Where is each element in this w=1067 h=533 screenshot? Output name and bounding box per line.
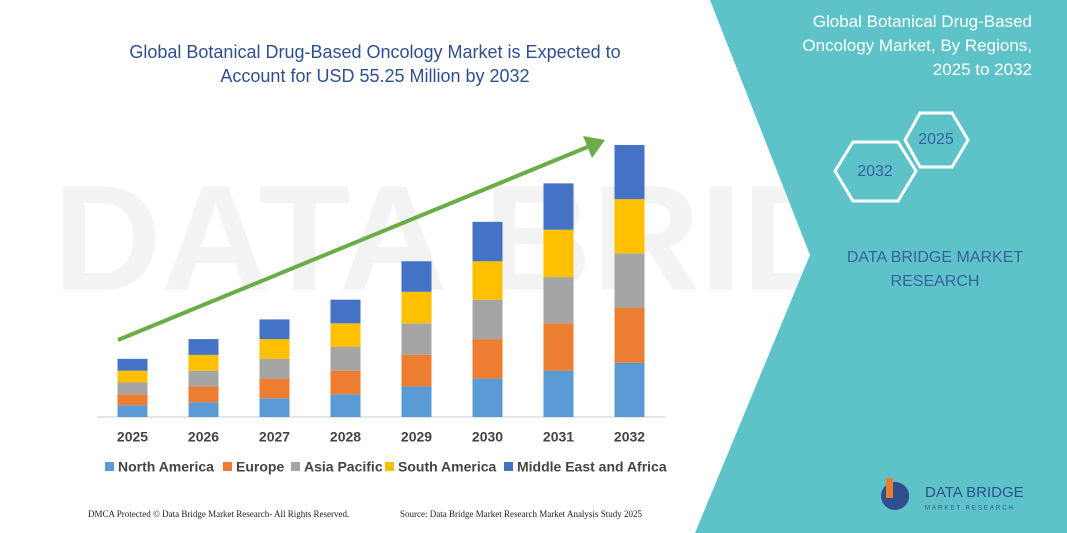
x-tick-label: 2027 — [259, 429, 290, 445]
legend-label: Middle East and Africa — [517, 459, 667, 475]
bar-segment — [543, 229, 574, 278]
bar-segment — [401, 386, 432, 417]
x-tick-label: 2025 — [117, 429, 148, 445]
bar-segment — [117, 370, 148, 383]
logo-icon — [881, 482, 910, 510]
bar-segment — [614, 253, 645, 308]
trend-arrow — [117, 144, 591, 342]
hexagon — [833, 140, 918, 203]
x-tick-label: 2031 — [543, 429, 574, 445]
bar-segment — [330, 347, 361, 371]
bar-segment — [117, 405, 148, 417]
bar-segment — [472, 299, 503, 340]
bar-segment — [614, 199, 645, 254]
bar-segment — [614, 144, 645, 200]
bar-segment — [259, 319, 290, 340]
bar-segment — [543, 323, 574, 371]
bar-segment — [188, 339, 219, 355]
panel-title: Global Botanical Drug-Based Oncology Mar… — [802, 12, 1032, 79]
bar-segment — [117, 394, 148, 406]
footer-left: DMCA Protected © Data Bridge Market Rese… — [88, 509, 349, 519]
bar-segment — [259, 339, 290, 359]
legend-swatch — [504, 462, 513, 471]
hex-label: 2025 — [918, 131, 954, 148]
bar-segment — [330, 323, 361, 348]
x-tick-label: 2032 — [614, 429, 645, 445]
logo-icon — [886, 478, 893, 498]
legend-swatch — [223, 462, 232, 471]
bar-segment — [543, 370, 574, 417]
hexagon — [903, 111, 970, 169]
brand: DATA BRIDGE MARKET RESEARCH — [846, 249, 1024, 290]
bar-segment — [188, 370, 219, 387]
legend-label: South America — [398, 459, 496, 475]
logo-name: DATA BRIDGE — [925, 484, 1024, 501]
bar-segment — [401, 323, 432, 355]
chart-title: Global Botanical Drug-Based Oncology Mar… — [129, 42, 621, 86]
side-panel — [695, 0, 1067, 533]
bar-segment — [117, 358, 148, 371]
x-tick-label: 2026 — [188, 429, 219, 445]
footer-right: Source: Data Bridge Market Research Mark… — [400, 509, 642, 519]
bar-segment — [401, 354, 432, 387]
x-tick-label: 2028 — [330, 429, 361, 445]
bar-segment — [543, 277, 574, 324]
bar-segment — [401, 291, 432, 324]
bar-segment — [614, 362, 645, 417]
bar-segment — [472, 378, 503, 417]
legend-label: Asia Pacific — [304, 459, 383, 475]
x-tick-label: 2030 — [472, 429, 503, 445]
bar-segment — [330, 370, 361, 395]
bar-segment — [188, 402, 219, 417]
bar-segment — [472, 221, 503, 262]
bar-segment — [472, 261, 503, 300]
bar-segment — [472, 339, 503, 379]
trend-arrow-head — [583, 136, 605, 158]
hex-label: 2032 — [857, 163, 893, 180]
bar-segment — [188, 354, 219, 371]
legend-swatch — [385, 462, 394, 471]
bar-segment — [543, 183, 574, 230]
legend-label: Europe — [236, 459, 284, 475]
bar-segment — [330, 299, 361, 324]
logo-sub: MARKET RESEARCH — [925, 506, 1015, 512]
bar-segment — [401, 261, 432, 292]
legend-swatch — [291, 462, 300, 471]
legend-label: North America — [118, 459, 214, 475]
bar-segment — [259, 398, 290, 417]
bar-segment — [614, 307, 645, 363]
bar-segment — [330, 394, 361, 417]
legend-swatch — [105, 462, 114, 471]
bar-segment — [259, 358, 290, 379]
bar-segment — [117, 382, 148, 395]
x-tick-label: 2029 — [401, 429, 432, 445]
bar-segment — [188, 386, 219, 403]
bar-segment — [259, 378, 290, 399]
